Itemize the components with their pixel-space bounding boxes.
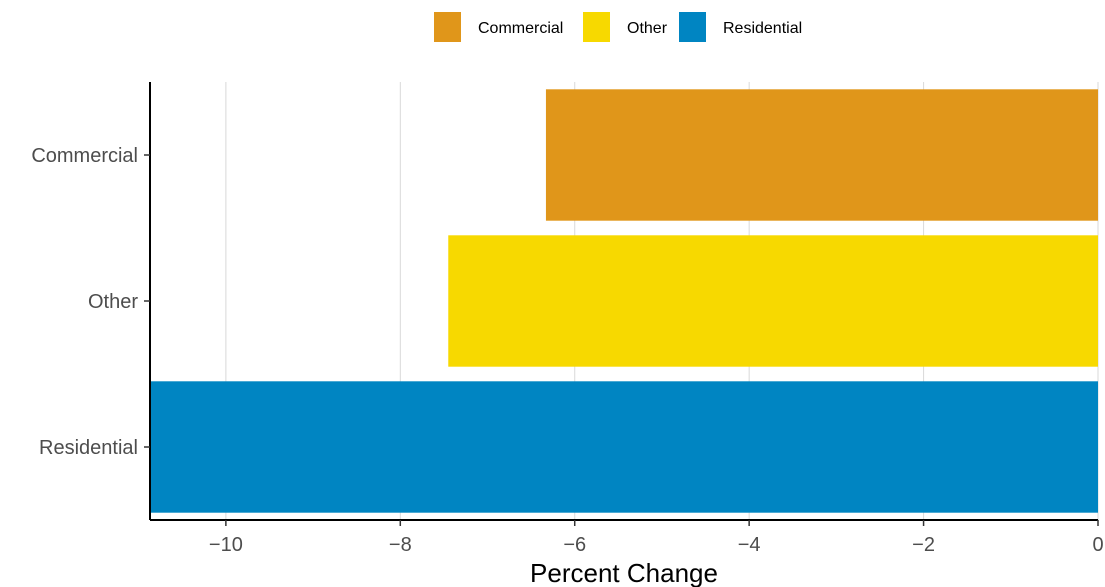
legend-label-residential: Residential <box>723 20 802 37</box>
x-ticks: −10 −8 −6 −4 −2 0 <box>209 520 1104 556</box>
bar-commercial <box>545 89 1098 221</box>
legend: Commercial Other Residential <box>434 12 802 42</box>
legend-label-commercial: Commercial <box>478 20 563 37</box>
bar-residential <box>150 381 1098 513</box>
x-tick-label-1: −8 <box>389 534 412 556</box>
legend-key-commercial <box>434 12 461 42</box>
y-tick-label-other: Other <box>88 291 138 313</box>
legend-label-other: Other <box>627 20 668 37</box>
x-tick-label-0: −10 <box>209 534 243 556</box>
x-tick-label-3: −4 <box>738 534 761 556</box>
x-tick-label-5: 0 <box>1092 534 1103 556</box>
y-tick-label-commercial: Commercial <box>31 145 138 167</box>
legend-key-other <box>583 12 610 42</box>
x-tick-label-2: −6 <box>563 534 586 556</box>
x-tick-label-4: −2 <box>912 534 935 556</box>
bars <box>150 89 1098 513</box>
y-tick-label-residential: Residential <box>39 437 138 459</box>
y-ticks: Commercial Other Residential <box>31 145 150 459</box>
legend-key-residential <box>679 12 706 42</box>
bar-other <box>448 235 1098 367</box>
x-axis-title: Percent Change <box>530 558 718 587</box>
